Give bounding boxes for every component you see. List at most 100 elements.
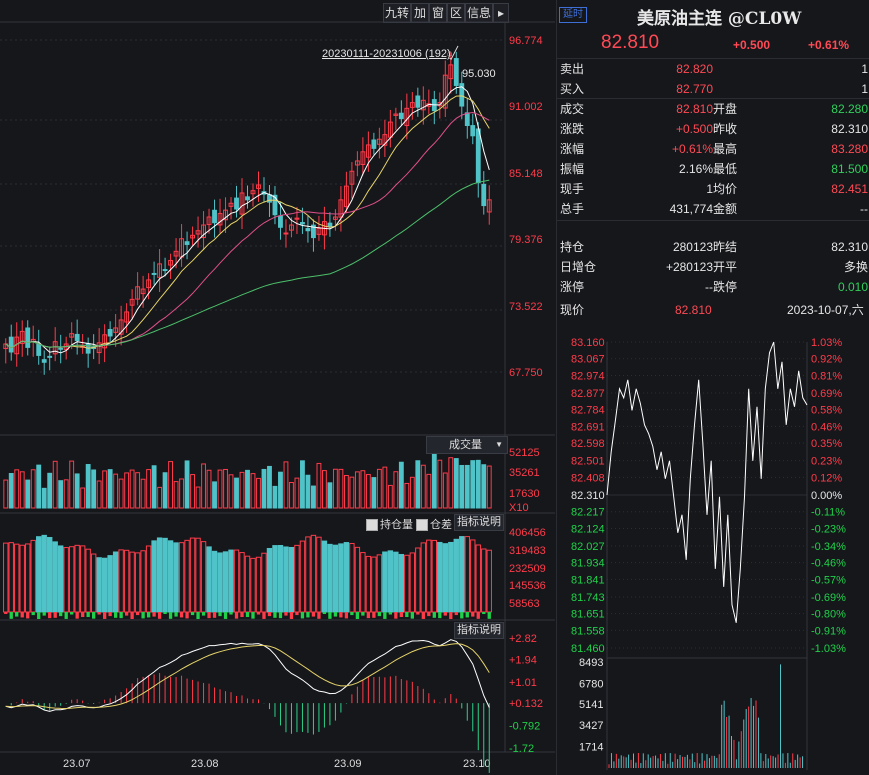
candle bbox=[481, 183, 487, 207]
price-tick-label: 82.501 bbox=[571, 456, 605, 468]
volume-bar bbox=[140, 478, 146, 509]
oi-diff-bar bbox=[256, 612, 261, 615]
oi-bar bbox=[250, 557, 256, 613]
oi-diff-bar bbox=[454, 612, 458, 616]
volume-bar bbox=[85, 464, 91, 509]
volume-bar bbox=[195, 486, 201, 509]
volume-bar bbox=[409, 476, 415, 509]
oi-diff-bar bbox=[339, 612, 343, 618]
quote-value: 83.280 bbox=[831, 142, 868, 156]
oi-bar bbox=[233, 549, 240, 613]
price-tick-label: 81.651 bbox=[571, 609, 605, 621]
quote-row: 卖出 82.820 1 bbox=[557, 59, 869, 79]
oi-diff-bar bbox=[229, 612, 233, 615]
oi-diff-bar bbox=[284, 612, 288, 616]
candle bbox=[135, 286, 141, 300]
percent-tick-label: 0.81% bbox=[811, 370, 842, 382]
collapse-icon[interactable]: ▸ bbox=[493, 3, 509, 23]
percent-tick-label: -0.34% bbox=[811, 541, 846, 553]
candle bbox=[146, 279, 152, 289]
kline-area[interactable]: 九转 加 窗 区 信息 ▸ 96.774 91.002 85.148 79.376 73… bbox=[0, 0, 555, 775]
volume-indicator-select[interactable]: 成交量 ▼ bbox=[426, 436, 508, 454]
oi-bar bbox=[305, 536, 311, 613]
oi-help-button[interactable]: 指标说明 bbox=[454, 514, 504, 531]
oi-diff-bar bbox=[196, 612, 200, 619]
oi-bar bbox=[79, 545, 86, 613]
range-label[interactable]: 20230111-20231006 (192) bbox=[322, 48, 451, 60]
oi-bar bbox=[376, 554, 383, 613]
oi-bar bbox=[173, 542, 179, 613]
quote-label: 涨停 bbox=[560, 280, 585, 294]
oi-bar bbox=[332, 544, 339, 613]
volume-bar bbox=[272, 485, 278, 509]
oi-diff-bar bbox=[157, 612, 162, 619]
price-tick-label: 82.217 bbox=[571, 507, 605, 519]
volume-bar bbox=[321, 470, 327, 509]
toolbar-window-button[interactable]: 窗 bbox=[429, 3, 447, 23]
candle bbox=[393, 113, 399, 116]
macd-help-button[interactable]: 指标说明 bbox=[454, 622, 504, 639]
candle bbox=[305, 228, 311, 232]
volume-bar bbox=[437, 459, 443, 509]
candle bbox=[256, 184, 261, 189]
oi-tick-label: 232509 bbox=[509, 563, 546, 575]
volume-bar bbox=[300, 460, 305, 509]
candle bbox=[25, 327, 31, 348]
candle bbox=[453, 58, 459, 86]
oi-diff-bar bbox=[328, 612, 332, 619]
oi-bar bbox=[156, 537, 163, 613]
y-tick-label: 96.774 bbox=[509, 35, 543, 47]
oi-diff-bar bbox=[240, 612, 244, 618]
quote-label: 最高 bbox=[713, 142, 738, 156]
volume-bar bbox=[118, 478, 124, 509]
candle bbox=[140, 288, 146, 295]
quote-value: 1 bbox=[861, 82, 868, 96]
oi-bar bbox=[486, 549, 492, 613]
volume-bar bbox=[327, 482, 333, 509]
oi-diff-bar bbox=[482, 612, 486, 615]
toolbar-jiuzhuan-button[interactable]: 九转 bbox=[383, 3, 411, 23]
volume-bar bbox=[289, 482, 294, 509]
oi-bar bbox=[211, 550, 218, 613]
oi-diff-bar bbox=[31, 612, 35, 616]
oi-tick-label: 58563 bbox=[509, 598, 540, 610]
volume-bar bbox=[217, 469, 223, 509]
oi-diff-bar bbox=[15, 612, 19, 617]
volume-bar bbox=[393, 471, 399, 509]
quote-value: 280123 bbox=[672, 240, 713, 254]
quote-label: 现手 bbox=[560, 182, 585, 196]
volume-bar bbox=[30, 469, 36, 509]
y-tick-label: 73.522 bbox=[509, 301, 543, 313]
volume-bar bbox=[316, 462, 322, 509]
oi-bar bbox=[244, 555, 251, 613]
quote-row: 涨停 -- 跌停 0.010 bbox=[557, 277, 869, 297]
percent-tick-label: 0.12% bbox=[811, 472, 842, 484]
quote-value: +0.500 bbox=[675, 122, 713, 136]
oi-bar bbox=[354, 546, 361, 613]
oi-diff-bar bbox=[81, 612, 85, 618]
toolbar-add-button[interactable]: 加 bbox=[411, 3, 429, 23]
oi-diff-checkbox[interactable]: 仓差 bbox=[416, 516, 452, 532]
volume-bar bbox=[256, 477, 261, 509]
volume-bar bbox=[404, 482, 410, 509]
candle bbox=[234, 197, 239, 210]
volume-bar bbox=[365, 474, 371, 509]
oi-diff-bar bbox=[317, 612, 321, 619]
oi-bar bbox=[420, 542, 427, 613]
volume-bar bbox=[360, 470, 366, 509]
oi-diff-bar bbox=[201, 612, 206, 616]
macd-tick-label: -1.72 bbox=[509, 743, 534, 755]
percent-tick-label: -0.57% bbox=[811, 574, 846, 586]
quote-row: 成交 82.810 开盘 82.280 bbox=[557, 99, 869, 119]
oi-bar bbox=[195, 537, 201, 613]
quote-label: 卖出 bbox=[560, 62, 585, 76]
oi-diff-bar bbox=[289, 612, 294, 619]
quote-value: 81.500 bbox=[831, 162, 868, 176]
candle bbox=[316, 227, 322, 235]
oi-checkbox[interactable]: 持仓量 bbox=[366, 516, 413, 532]
kline-chart: 96.774 91.002 85.148 79.376 73.522 67.750 23.0… bbox=[0, 21, 555, 773]
oi-bar bbox=[343, 542, 350, 613]
oi-diff-bar bbox=[92, 612, 96, 619]
candle bbox=[475, 128, 481, 184]
lock-icon[interactable]: ⌂ bbox=[447, 48, 453, 58]
